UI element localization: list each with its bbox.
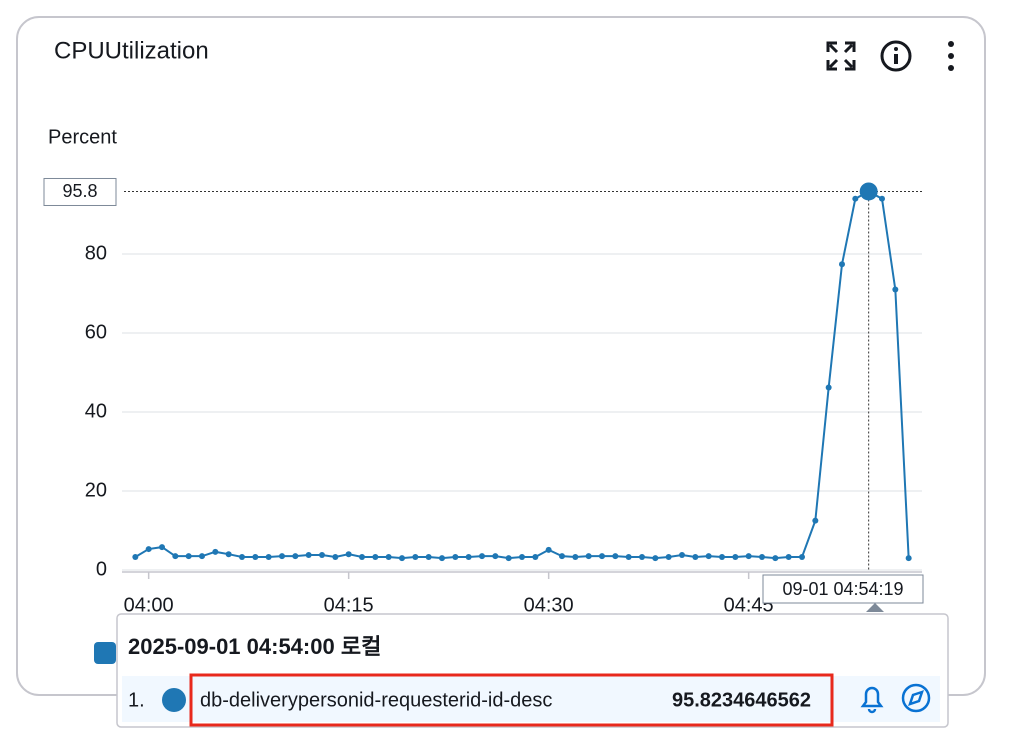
data-point <box>479 553 485 560</box>
data-point <box>185 553 192 560</box>
data-point <box>772 555 779 562</box>
hover-y-box <box>43 177 117 206</box>
y-tick-label: 20 <box>85 479 107 501</box>
explore-icon[interactable] <box>901 683 931 713</box>
fullscreen-icon[interactable] <box>826 41 856 71</box>
data-point <box>652 555 659 562</box>
tooltip-value: 95.8234646562 <box>672 689 811 711</box>
menu-icon[interactable] <box>948 41 954 71</box>
data-point <box>705 553 712 560</box>
y-tick-label: 40 <box>85 400 107 422</box>
hover-point <box>859 182 878 201</box>
data-point <box>319 551 325 558</box>
data-point <box>692 553 699 560</box>
data-point <box>745 553 752 560</box>
data-point <box>879 195 885 202</box>
hover-y-label: 95.8 <box>62 181 97 201</box>
data-point <box>292 553 299 560</box>
y-tick-label: 60 <box>85 321 107 343</box>
data-point <box>825 384 832 391</box>
data-point <box>265 553 272 560</box>
data-point <box>279 553 285 560</box>
data-point <box>372 553 379 560</box>
data-point <box>145 546 152 553</box>
data-point <box>839 261 845 268</box>
legend-swatch <box>94 642 116 664</box>
data-point <box>665 553 672 560</box>
x-tick-label: 04:30 <box>524 594 574 616</box>
bell-icon[interactable] <box>860 686 884 714</box>
data-point <box>572 553 579 560</box>
data-point <box>425 553 432 560</box>
info-icon[interactable] <box>880 40 912 72</box>
data-point <box>812 517 819 524</box>
data-point <box>305 551 312 558</box>
data-point <box>852 195 859 202</box>
data-point <box>465 553 472 560</box>
data-point <box>519 553 525 560</box>
y-tick-label: 80 <box>85 242 107 264</box>
data-point <box>545 546 552 553</box>
data-point <box>399 555 405 562</box>
data-point <box>892 286 899 293</box>
tooltip-swatch <box>162 688 186 712</box>
data-point <box>385 553 392 560</box>
data-point <box>492 553 499 560</box>
data-point <box>532 553 539 560</box>
data-point <box>212 548 219 555</box>
data-point <box>719 553 725 560</box>
data-point <box>172 553 179 560</box>
data-point <box>785 553 792 560</box>
data-point <box>332 553 339 560</box>
tooltip-series-name: db-deliverypersonid-requesterid-id-desc <box>200 689 552 711</box>
x-tick-label: 04:45 <box>724 594 774 616</box>
data-point <box>199 553 205 560</box>
hover-x-label: 09-01 04:54:19 <box>782 579 903 599</box>
tooltip-rank: 1. <box>128 689 145 711</box>
data-point <box>252 553 259 560</box>
hover-caret <box>866 603 884 612</box>
chart-title: CPUUtilization <box>54 37 209 64</box>
data-point <box>612 553 619 560</box>
hover-x-box <box>762 574 924 604</box>
y-axis-label: Percent <box>48 126 117 148</box>
data-point <box>132 553 139 560</box>
data-point <box>559 553 565 560</box>
data-point <box>439 555 445 562</box>
data-point <box>159 544 165 551</box>
data-point <box>412 553 419 560</box>
x-tick-label: 04:00 <box>124 594 174 616</box>
data-point <box>345 551 352 558</box>
data-point <box>799 553 805 560</box>
data-point <box>732 553 739 560</box>
y-tick-label: 0 <box>96 558 107 580</box>
data-point <box>505 555 512 562</box>
data-point <box>585 553 592 560</box>
x-tick-label: 04:15 <box>324 594 374 616</box>
highlight-box <box>189 673 834 727</box>
tooltip: 2025-09-01 04:54:00 로컬 1. db-deliveryperso… <box>116 613 949 728</box>
tooltip-time: 2025-09-01 04:54:00 로컬 <box>128 634 381 659</box>
data-point <box>452 553 459 560</box>
data-point <box>639 553 645 560</box>
data-point <box>239 553 245 560</box>
data-point <box>679 551 685 558</box>
data-point <box>905 555 912 562</box>
data-point <box>225 551 232 558</box>
data-point <box>625 553 632 560</box>
data-point <box>599 553 605 560</box>
data-point <box>759 553 765 560</box>
data-point <box>359 553 365 560</box>
